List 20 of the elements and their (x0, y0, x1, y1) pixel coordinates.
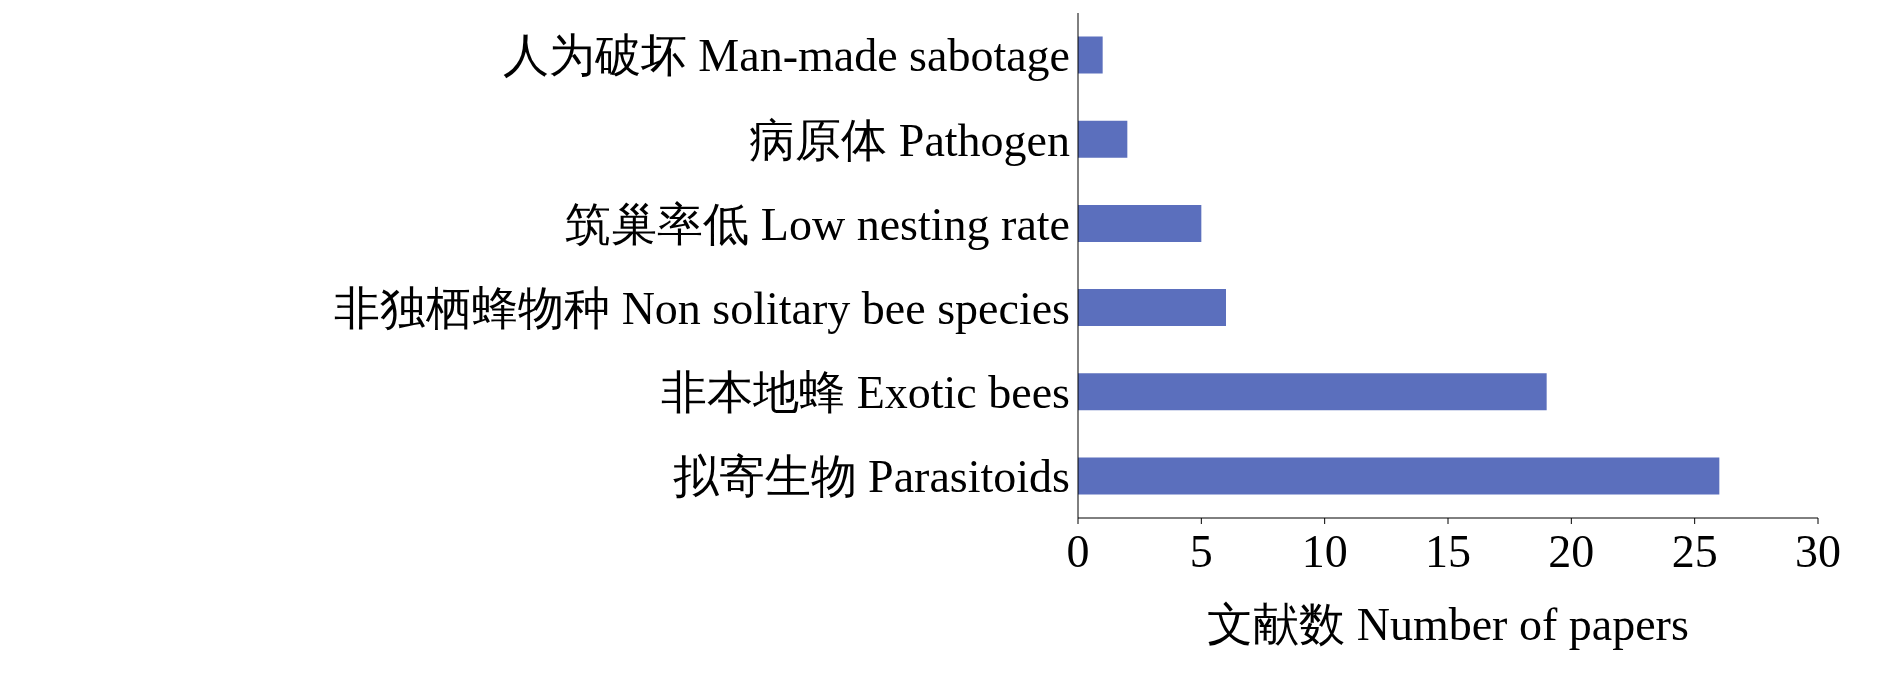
x-axis-title: 文献数 Number of papers (1207, 599, 1689, 650)
x-tick-label: 30 (1795, 525, 1841, 577)
x-tick-label: 15 (1425, 525, 1471, 577)
bar (1078, 36, 1103, 74)
y-tick-label: 非独栖蜂物种 Non solitary bee species (334, 282, 1070, 334)
bar (1078, 204, 1202, 242)
x-tick-label: 10 (1301, 525, 1348, 577)
y-tick-label: 非本地蜂 Exotic bees (661, 367, 1070, 419)
x-tick-label: 0 (1066, 525, 1090, 577)
x-tick-label: 5 (1189, 525, 1213, 577)
bar (1078, 373, 1547, 411)
bar (1078, 120, 1128, 158)
y-tick-label: 病原体 Pathogen (749, 114, 1070, 166)
y-tick-label: 筑巢率低 Low nesting rate (565, 198, 1070, 250)
x-tick-label: 25 (1671, 525, 1718, 577)
bar (1078, 457, 1720, 495)
y-tick-label: 拟寄生物 Parasitoids (672, 451, 1070, 503)
bar (1078, 289, 1226, 327)
x-tick-label: 20 (1548, 525, 1595, 577)
y-tick-label: 人为破坏 Man-made sabotage (502, 30, 1070, 82)
